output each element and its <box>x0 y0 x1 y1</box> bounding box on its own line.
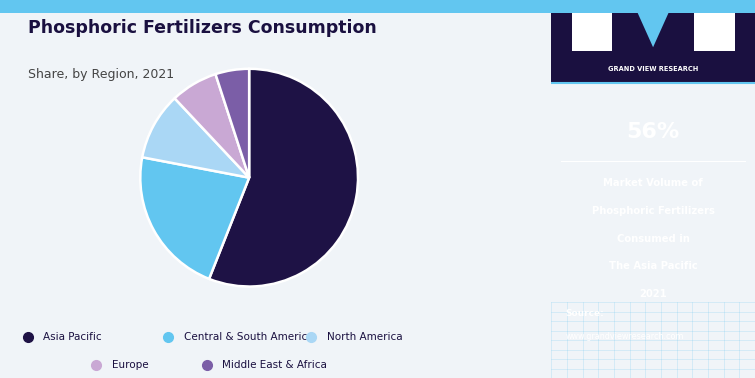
Text: The Asia Pacific: The Asia Pacific <box>609 261 698 271</box>
Text: Phosphoric Fertilizers Consumption: Phosphoric Fertilizers Consumption <box>28 19 376 37</box>
Text: Phosphoric Fertilizers: Phosphoric Fertilizers <box>592 206 714 216</box>
Bar <box>551 0 755 83</box>
Text: 2021: 2021 <box>639 289 667 299</box>
Text: 56%: 56% <box>627 122 680 142</box>
Text: Share, by Region, 2021: Share, by Region, 2021 <box>28 68 174 81</box>
Text: Market Volume of: Market Volume of <box>603 178 703 188</box>
Text: Consumed in: Consumed in <box>617 234 689 243</box>
Bar <box>0 0 551 13</box>
Text: North America: North America <box>327 332 402 342</box>
Text: Central & South America: Central & South America <box>183 332 313 342</box>
Wedge shape <box>140 157 249 279</box>
Wedge shape <box>174 74 249 178</box>
Polygon shape <box>633 2 673 47</box>
Wedge shape <box>142 98 249 178</box>
Bar <box>694 4 735 51</box>
Text: Middle East & Africa: Middle East & Africa <box>222 360 327 370</box>
Text: Asia Pacific: Asia Pacific <box>43 332 102 342</box>
Wedge shape <box>209 69 358 287</box>
Bar <box>551 0 755 13</box>
Text: Source:: Source: <box>565 309 604 318</box>
Text: www.grandviewresearch.com: www.grandviewresearch.com <box>565 332 684 341</box>
Text: GRAND VIEW RESEARCH: GRAND VIEW RESEARCH <box>608 66 698 72</box>
Wedge shape <box>215 69 249 178</box>
Bar <box>572 4 612 51</box>
Text: Europe: Europe <box>112 360 149 370</box>
